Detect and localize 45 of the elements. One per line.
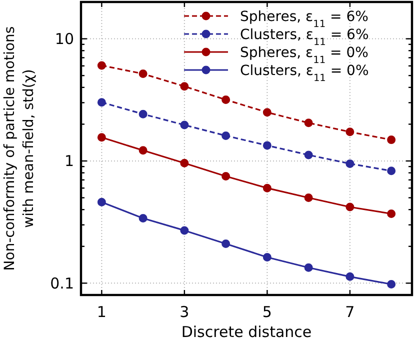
x-tick-label: 1 [96, 303, 106, 321]
point [222, 95, 230, 104]
legend-label: Clusters, ε$_{11}$ = 0% [240, 62, 369, 84]
point [180, 120, 189, 130]
point [180, 82, 189, 91]
point [138, 110, 148, 118]
point [346, 202, 354, 212]
point [387, 136, 396, 144]
point [387, 209, 396, 218]
point [304, 118, 313, 128]
x-tick-label: 3 [180, 303, 190, 321]
y-axis-title: Non-conformity of particle motions with mean-field, std(χ) [2, 26, 37, 271]
x-tick-label: 5 [262, 303, 272, 321]
point [138, 214, 148, 222]
point [262, 252, 272, 262]
point [346, 159, 354, 168]
point [304, 150, 313, 160]
point [97, 98, 106, 107]
legend-label: Spheres, ε$_{11}$ = 6% [240, 8, 368, 30]
x-axis-title: Discrete distance [181, 323, 312, 341]
point [222, 131, 230, 140]
point [97, 198, 106, 206]
x-tick-label: 7 [345, 303, 355, 321]
point [180, 158, 189, 168]
point [97, 133, 106, 142]
legend-label: Spheres, ε$_{11}$ = 0% [240, 44, 368, 66]
point [262, 141, 272, 150]
point [97, 61, 106, 70]
y-tick-label: 0.1 [50, 274, 74, 292]
point [138, 70, 148, 78]
point [304, 263, 313, 272]
point [138, 146, 148, 155]
point [262, 108, 272, 117]
point [262, 184, 272, 192]
y-tick-label: 10 [54, 30, 74, 48]
point [346, 128, 354, 136]
point [222, 240, 230, 248]
point [346, 272, 354, 281]
point [180, 226, 189, 235]
point [387, 280, 396, 288]
y-tick-label: 1 [64, 152, 74, 170]
point [304, 194, 313, 202]
point [222, 172, 230, 180]
legend-label: Clusters, ε$_{11}$ = 6% [240, 26, 369, 48]
point [387, 166, 396, 176]
